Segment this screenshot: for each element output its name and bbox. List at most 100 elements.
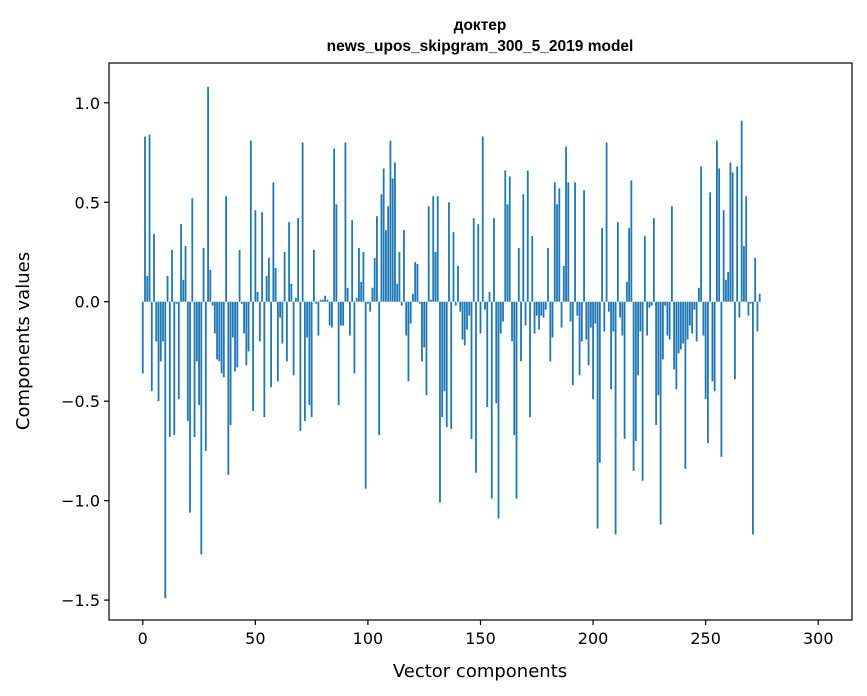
bar bbox=[587, 301, 590, 366]
bar bbox=[666, 301, 669, 336]
bar bbox=[515, 301, 518, 499]
bar bbox=[434, 251, 437, 302]
bar bbox=[571, 301, 574, 386]
bar bbox=[641, 301, 644, 481]
bar bbox=[326, 299, 329, 302]
bar bbox=[294, 297, 297, 302]
bar bbox=[481, 136, 484, 302]
bar bbox=[652, 218, 655, 302]
bar bbox=[601, 228, 603, 302]
bar bbox=[551, 301, 554, 338]
x-tick-label: 50 bbox=[245, 629, 265, 648]
bar bbox=[349, 301, 351, 336]
bar bbox=[240, 301, 243, 304]
x-tick-label: 300 bbox=[803, 629, 834, 648]
bar bbox=[716, 140, 718, 302]
bar bbox=[403, 230, 405, 302]
chart-title-line1: доктер bbox=[454, 17, 507, 34]
bar bbox=[558, 188, 561, 302]
bar bbox=[722, 210, 725, 302]
bar bbox=[466, 301, 468, 330]
x-axis-ticks: 0 50 100 150 200 250 300 bbox=[138, 620, 834, 648]
bar bbox=[639, 301, 642, 332]
y-axis-ticks: −1.5 −1.0 −0.5 0.0 0.5 1.0 bbox=[61, 94, 109, 610]
bar bbox=[216, 301, 218, 360]
bar bbox=[200, 301, 203, 555]
bar bbox=[220, 301, 223, 374]
bar bbox=[605, 142, 608, 302]
bar bbox=[754, 257, 757, 302]
bar bbox=[367, 301, 369, 304]
bar bbox=[319, 299, 322, 302]
bar bbox=[225, 196, 227, 302]
bar bbox=[204, 301, 207, 451]
y-axis-label: Components values bbox=[13, 252, 34, 430]
bar bbox=[630, 180, 633, 302]
bar bbox=[180, 224, 182, 302]
bar bbox=[497, 301, 500, 519]
bar bbox=[493, 218, 495, 302]
bar bbox=[263, 301, 266, 418]
bar bbox=[720, 301, 723, 457]
bar bbox=[184, 246, 187, 302]
bar bbox=[441, 301, 444, 418]
y-tick-label: 0.0 bbox=[75, 293, 100, 312]
bar bbox=[312, 249, 315, 302]
bar bbox=[153, 234, 155, 302]
bar bbox=[472, 218, 475, 302]
bar bbox=[306, 301, 309, 338]
bar bbox=[412, 293, 414, 302]
bar bbox=[526, 170, 529, 302]
bar bbox=[675, 301, 678, 390]
y-tick-label: 1.0 bbox=[75, 94, 100, 113]
bar bbox=[425, 301, 428, 396]
bar bbox=[245, 301, 248, 366]
bar bbox=[506, 204, 509, 302]
bar bbox=[560, 301, 563, 328]
bar bbox=[529, 301, 531, 418]
bar bbox=[310, 301, 313, 418]
bar bbox=[202, 248, 205, 302]
bar bbox=[625, 281, 628, 302]
bar bbox=[450, 301, 453, 430]
bar bbox=[418, 301, 421, 304]
bar bbox=[567, 182, 570, 302]
bar bbox=[704, 301, 707, 400]
bar bbox=[409, 301, 412, 324]
bar bbox=[477, 224, 480, 302]
bar bbox=[346, 287, 349, 302]
bar bbox=[162, 301, 164, 342]
bar bbox=[439, 301, 441, 503]
x-tick-label: 250 bbox=[690, 629, 721, 648]
bar bbox=[504, 170, 507, 302]
bar bbox=[351, 220, 354, 302]
bar bbox=[711, 301, 714, 382]
bar bbox=[155, 301, 158, 342]
bar bbox=[484, 301, 486, 310]
bar bbox=[222, 301, 225, 378]
bar bbox=[292, 301, 295, 376]
bar bbox=[747, 301, 750, 316]
bar bbox=[358, 248, 360, 302]
bar bbox=[538, 301, 540, 330]
bar bbox=[285, 301, 288, 362]
bar bbox=[211, 301, 214, 306]
y-tick-label: −1.5 bbox=[61, 591, 100, 610]
bar bbox=[432, 196, 435, 302]
bar bbox=[612, 301, 615, 332]
bar bbox=[198, 301, 200, 406]
bar bbox=[686, 301, 689, 340]
bar bbox=[574, 182, 576, 302]
bar bbox=[752, 301, 754, 535]
bar bbox=[486, 301, 489, 408]
bar bbox=[256, 291, 259, 302]
bar bbox=[297, 218, 300, 302]
bar bbox=[745, 196, 748, 302]
bar bbox=[502, 301, 504, 322]
bar bbox=[328, 301, 331, 326]
bar bbox=[495, 301, 498, 404]
bar bbox=[677, 301, 680, 354]
bar bbox=[610, 301, 612, 390]
bar bbox=[743, 246, 745, 302]
